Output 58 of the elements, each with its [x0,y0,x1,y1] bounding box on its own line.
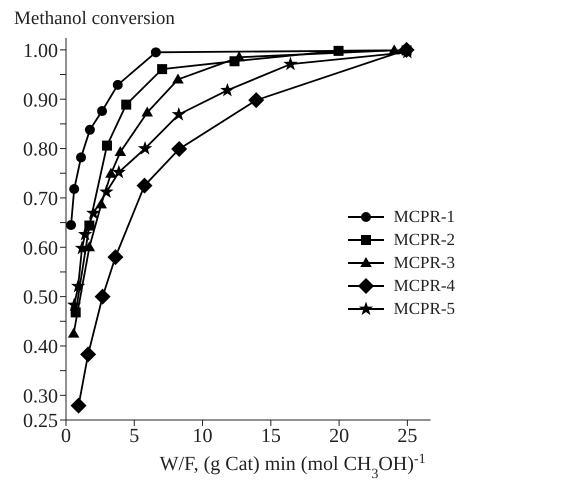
y-tick-label: 0.50 [23,286,58,309]
y-axis-title: Methanol conversion [14,8,176,30]
point [220,82,235,96]
x-tick-label: 15 [260,425,281,448]
x-axis-title: W/F, (g Cat) min (mol CH$_{3}$OH)$^{-1}$ [160,452,426,482]
point [84,124,95,135]
point [105,168,117,178]
point [334,46,344,56]
point [107,249,124,266]
point [172,107,186,121]
legend-label: MCPR-4 [394,276,455,296]
point [99,184,114,198]
point [114,146,126,156]
point [248,92,264,108]
legend-label: MCPR-3 [394,252,455,272]
point [68,328,80,338]
point [71,278,86,292]
legend-label: MCPR-5 [394,298,455,318]
point [102,140,112,151]
x-tick-label: 0 [61,425,71,448]
point [138,141,152,155]
y-tick-label: 0.60 [23,237,58,260]
point [76,152,86,162]
point [112,80,123,90]
point [78,226,92,240]
legend-label: MCPR-2 [394,230,455,250]
point [80,346,96,362]
point [112,164,126,178]
x-tick-label: 25 [397,425,418,448]
point [283,56,298,70]
y-tick-label: 0.80 [23,138,58,161]
point [69,184,80,194]
point [66,220,76,230]
y-tick-label: 0.30 [23,385,58,408]
legend-label: MCPR-1 [394,206,455,226]
y-tick-label: 1.00 [23,40,58,62]
x-tick-label: 20 [329,425,350,448]
y-tick-label: 0.90 [23,89,58,112]
point [97,106,108,116]
point [86,206,100,220]
y-tick-label: 0.25 [23,410,58,432]
x-tick-label: 5 [129,425,140,448]
point [121,100,132,110]
point [171,141,188,158]
point [84,220,94,231]
x-tick-label: 10 [192,425,213,448]
point [157,64,168,74]
y-tick-label: 0.40 [23,336,58,358]
point [172,73,184,84]
point [388,44,400,54]
point [95,198,107,208]
point [141,106,153,117]
y-tick-label: 0.70 [23,188,58,210]
point [67,298,82,312]
point [136,178,153,194]
point [70,398,87,414]
point [94,288,111,305]
point [150,47,161,58]
